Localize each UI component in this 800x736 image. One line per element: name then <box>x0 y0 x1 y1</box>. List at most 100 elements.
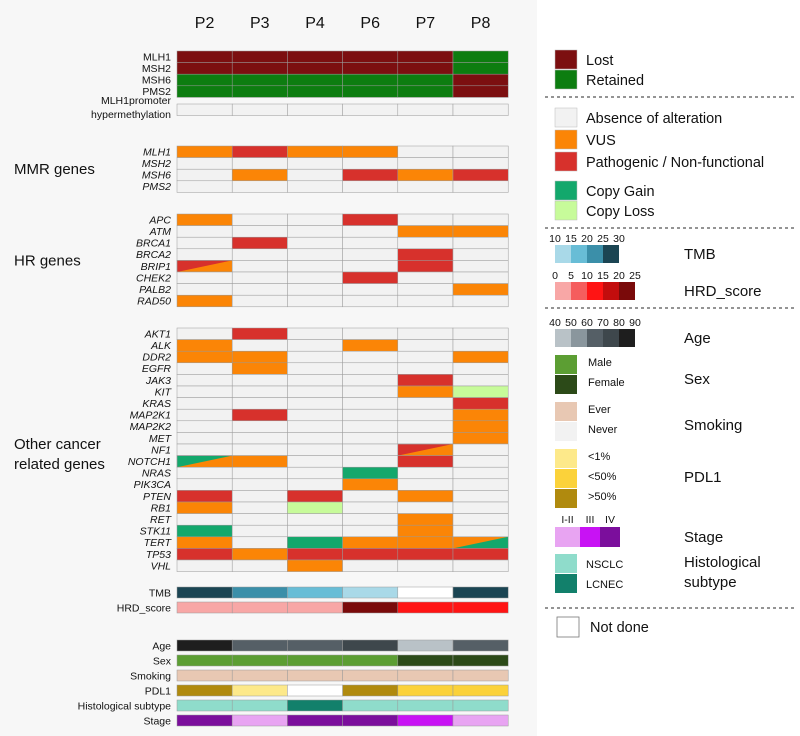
heatmap-cell <box>397 62 454 75</box>
heatmap-cell <box>397 213 454 226</box>
heatmap-cell <box>287 327 343 340</box>
heatmap-cell <box>231 478 288 491</box>
heatmap-cell <box>176 213 233 226</box>
row-label: KRAS <box>142 398 171 410</box>
annotation-cell <box>397 654 454 667</box>
legend-scale-swatch <box>555 329 571 347</box>
heatmap-cell <box>342 548 399 561</box>
heatmap-cell <box>287 455 343 468</box>
heatmap-cell <box>452 213 509 226</box>
column-header: P2 <box>195 15 215 32</box>
row-label: MLH1 <box>143 146 171 158</box>
heatmap-cell <box>452 501 509 514</box>
heatmap-cell <box>176 478 233 491</box>
heatmap-cell <box>452 157 509 170</box>
legend-title: subtype <box>684 574 737 591</box>
heatmap-cell <box>342 103 399 116</box>
annotation-cell <box>231 669 288 682</box>
heatmap-cell <box>287 225 343 238</box>
heatmap-cell <box>342 283 399 296</box>
legend-scale-swatch <box>587 329 603 347</box>
heatmap-cell <box>452 432 509 445</box>
row-label: MAP2K1 <box>130 410 171 422</box>
heatmap-cell <box>342 397 399 410</box>
legend-scale-swatch <box>619 329 635 347</box>
heatmap-cell <box>397 466 454 480</box>
legend-scale-tick: 15 <box>597 270 609 282</box>
heatmap-cell <box>176 408 233 422</box>
legend-scale-swatch <box>603 245 619 263</box>
row-label: PMS2 <box>142 86 171 98</box>
heatmap-cell <box>452 420 509 433</box>
row-label: MSH2 <box>142 158 171 170</box>
legend-swatch <box>554 49 578 70</box>
annotation-cell <box>342 654 399 667</box>
row-label: VHL <box>151 560 172 572</box>
heatmap-cell <box>231 374 288 387</box>
annotation-cell <box>342 714 399 727</box>
row-label: NRAS <box>142 468 171 480</box>
annotation-cell <box>287 639 343 652</box>
heatmap-cell <box>231 548 288 561</box>
legend-label: Never <box>588 424 618 436</box>
heatmap-cell <box>231 524 288 538</box>
heatmap-cell <box>176 524 233 538</box>
annotation-label: Histological subtype <box>78 701 172 713</box>
legend-scale-tick: 90 <box>629 317 641 329</box>
legend-scale-tick: 60 <box>581 317 593 329</box>
annotation-cell <box>397 714 454 727</box>
legend-scale-swatch <box>603 329 619 347</box>
heatmap-cell <box>176 50 233 63</box>
heatmap-cell-split <box>177 455 233 468</box>
heatmap-cell <box>397 248 454 261</box>
legend-swatch <box>600 527 620 547</box>
row-label: RET <box>150 514 173 526</box>
heatmap-cell <box>342 374 399 387</box>
annotation-cell <box>452 654 509 667</box>
heatmap-cell <box>231 180 288 193</box>
heatmap-cell <box>397 432 454 445</box>
heatmap-cell <box>231 260 288 273</box>
legend-label: Absence of alteration <box>586 111 722 127</box>
annotation-cell <box>231 699 288 712</box>
heatmap-cell <box>287 271 343 284</box>
legend-label: NSCLC <box>586 559 623 571</box>
heatmap-cell <box>176 385 233 398</box>
legend-swatch <box>556 616 580 638</box>
heatmap-cell <box>231 248 288 261</box>
row-label: PTEN <box>143 491 171 503</box>
annotation-label: TMB <box>149 588 171 600</box>
annotation-cell <box>397 699 454 712</box>
heatmap-cell <box>231 327 288 340</box>
legend-title: Age <box>684 330 711 347</box>
heatmap-cell <box>287 168 343 182</box>
legend-swatch <box>555 375 577 394</box>
legend-scale-tick: 30 <box>613 233 625 245</box>
row-label: AKT1 <box>144 328 171 340</box>
legend-title: Sex <box>684 371 710 388</box>
annotation-cell <box>452 586 509 599</box>
heatmap-cell <box>287 62 343 75</box>
heatmap-cell <box>397 397 454 410</box>
row-label: MSH2 <box>142 63 171 75</box>
heatmap-cell <box>231 294 288 308</box>
legend-title: Smoking <box>684 417 742 434</box>
heatmap-cell <box>342 213 399 226</box>
heatmap-cell <box>231 443 288 456</box>
heatmap-cell <box>342 260 399 273</box>
heatmap-cell <box>397 524 454 538</box>
annotation-label: Smoking <box>130 671 171 683</box>
legend-label: <50% <box>588 471 617 483</box>
heatmap-cell <box>231 432 288 445</box>
legend-label: <1% <box>588 451 611 463</box>
heatmap-cell <box>287 260 343 273</box>
annotation-cell <box>452 639 509 652</box>
legend-swatch <box>554 200 578 221</box>
heatmap-cell <box>342 432 399 445</box>
heatmap-cell <box>342 362 399 375</box>
heatmap-cell <box>287 85 343 98</box>
legend-scale-swatch <box>555 282 571 300</box>
column-header: P6 <box>360 15 380 32</box>
legend-scale-swatch <box>571 282 587 300</box>
heatmap-cell <box>231 168 288 182</box>
